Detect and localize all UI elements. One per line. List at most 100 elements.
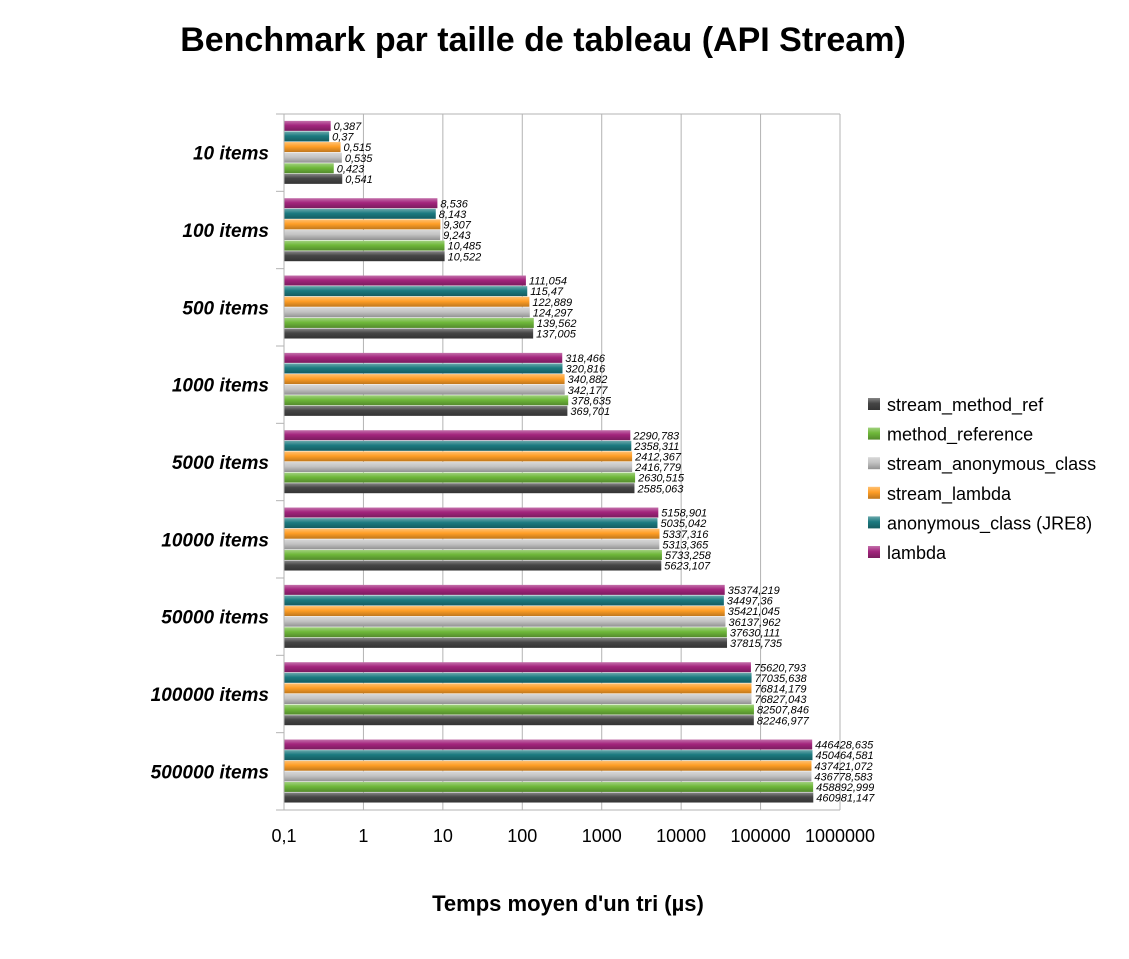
bar-stream-method-ref-500000-items bbox=[284, 792, 814, 803]
data-label-method-reference-100-items: 10,485 bbox=[447, 241, 482, 253]
data-label-method-reference-10000-items: 5733,258 bbox=[665, 550, 712, 562]
bar-stream-lambda-5000-items bbox=[284, 451, 633, 462]
bar-anonymous-class-jre8-5000-items bbox=[284, 440, 632, 451]
data-label-stream-anonymous-class-50000-items: 36137,962 bbox=[728, 617, 780, 629]
legend: stream_method_ref method_reference stream_… bbox=[868, 395, 1096, 563]
bar-lambda-500-items bbox=[284, 275, 526, 286]
bar-lambda-10000-items bbox=[284, 507, 659, 518]
legend-swatch-stream-lambda bbox=[868, 486, 880, 499]
data-label-stream-method-ref-5000-items: 2585,063 bbox=[636, 483, 684, 495]
bar-stream-method-ref-50000-items bbox=[284, 637, 728, 648]
data-label-lambda-100-items: 8,536 bbox=[440, 198, 468, 210]
data-label-stream-method-ref-10000-items: 5623,107 bbox=[664, 561, 711, 573]
bar-method-reference-500-items bbox=[284, 317, 534, 328]
x-tick-label: 10000 bbox=[656, 826, 706, 846]
data-label-method-reference-50000-items: 37630,111 bbox=[730, 627, 780, 639]
data-label-lambda-10-items: 0,387 bbox=[334, 121, 362, 133]
data-label-stream-anonymous-class-500-items: 124,297 bbox=[533, 307, 574, 319]
x-tick-label: 1000000 bbox=[805, 826, 875, 846]
bar-stream-method-ref-100-items bbox=[284, 251, 445, 262]
data-label-anonymous-class-jre8-100000-items: 77035,638 bbox=[755, 673, 808, 685]
data-label-method-reference-500-items: 139,562 bbox=[537, 318, 577, 330]
bar-method-reference-100000-items bbox=[284, 704, 754, 715]
data-label-stream-method-ref-500-items: 137,005 bbox=[536, 329, 577, 341]
bar-stream-lambda-50000-items bbox=[284, 606, 725, 617]
bar-stream-anonymous-class-500-items bbox=[284, 307, 530, 318]
bar-stream-lambda-10-items bbox=[284, 142, 341, 153]
x-tick-label: 10 bbox=[433, 826, 453, 846]
data-label-stream-method-ref-10-items: 0,541 bbox=[345, 174, 373, 186]
bar-stream-lambda-10000-items bbox=[284, 528, 660, 539]
data-label-anonymous-class-jre8-1000-items: 320,816 bbox=[566, 364, 607, 376]
legend-label-stream-method-ref: stream_method_ref bbox=[887, 395, 1044, 416]
bar-anonymous-class-jre8-500000-items bbox=[284, 750, 813, 761]
data-label-anonymous-class-jre8-10-items: 0,37 bbox=[332, 132, 354, 144]
category-label-5000-items: 5000 items bbox=[172, 453, 269, 474]
x-tick-label: 0,1 bbox=[271, 826, 296, 846]
bar-stream-lambda-100000-items bbox=[284, 683, 752, 694]
data-labels-group: 0,3870,370,5150,5350,4230,5418,5368,1439… bbox=[332, 121, 875, 805]
data-label-stream-lambda-10000-items: 5337,316 bbox=[662, 529, 709, 541]
bar-stream-anonymous-class-5000-items bbox=[284, 462, 633, 472]
bar-stream-method-ref-10000-items bbox=[284, 560, 662, 571]
data-label-method-reference-100000-items: 82507,846 bbox=[757, 705, 810, 717]
data-label-method-reference-1000-items: 378,635 bbox=[571, 395, 612, 407]
data-label-lambda-500000-items: 446428,635 bbox=[815, 740, 874, 752]
bar-lambda-100-items bbox=[284, 198, 438, 209]
bar-method-reference-5000-items bbox=[284, 472, 636, 483]
data-label-stream-anonymous-class-5000-items: 2416,779 bbox=[634, 462, 681, 474]
data-label-stream-anonymous-class-1000-items: 342,177 bbox=[568, 385, 609, 397]
data-label-stream-lambda-500000-items: 437421,072 bbox=[814, 761, 872, 773]
legend-label-stream-anonymous-class: stream_anonymous_class bbox=[887, 454, 1096, 475]
legend-swatch-lambda bbox=[868, 546, 880, 558]
data-label-stream-anonymous-class-10-items: 0,535 bbox=[345, 153, 373, 165]
bar-lambda-100000-items bbox=[284, 662, 751, 673]
bar-anonymous-class-jre8-100-items bbox=[284, 208, 436, 219]
bar-anonymous-class-jre8-500-items bbox=[284, 286, 528, 297]
data-label-stream-lambda-10-items: 0,515 bbox=[344, 142, 372, 154]
x-tick-labels: 0,1 1 10 100 1000 10000 100000 1000000 bbox=[271, 826, 875, 846]
legend-swatch-stream-method-ref bbox=[868, 398, 880, 410]
bar-method-reference-500000-items bbox=[284, 781, 814, 792]
bar-stream-method-ref-5000-items bbox=[284, 483, 635, 494]
bar-method-reference-1000-items bbox=[284, 395, 569, 406]
data-label-stream-anonymous-class-100000-items: 76827,043 bbox=[754, 694, 807, 706]
data-label-stream-method-ref-500000-items: 460981,147 bbox=[816, 793, 875, 805]
bar-anonymous-class-jre8-1000-items bbox=[284, 363, 563, 374]
data-label-lambda-100000-items: 75620,793 bbox=[754, 662, 807, 674]
data-label-method-reference-500000-items: 458892,999 bbox=[816, 782, 874, 794]
data-label-stream-lambda-100-items: 9,307 bbox=[443, 220, 471, 232]
data-label-stream-lambda-50000-items: 35421,045 bbox=[728, 606, 781, 618]
x-tick-label: 1 bbox=[358, 826, 368, 846]
bar-anonymous-class-jre8-10000-items bbox=[284, 518, 658, 529]
x-tick-label: 100000 bbox=[731, 826, 791, 846]
x-tick-label: 100 bbox=[507, 826, 537, 846]
data-label-method-reference-5000-items: 2630,515 bbox=[637, 473, 685, 485]
data-label-anonymous-class-jre8-500000-items: 450464,581 bbox=[815, 750, 873, 762]
bar-stream-method-ref-500-items bbox=[284, 328, 534, 339]
data-label-stream-method-ref-1000-items: 369,701 bbox=[570, 406, 610, 418]
legend-label-anonymous-class-jre8: anonymous_class (JRE8) bbox=[887, 513, 1092, 534]
chart-title: Benchmark par taille de tableau (API Str… bbox=[180, 21, 906, 59]
data-label-stream-anonymous-class-100-items: 9,243 bbox=[443, 230, 471, 242]
x-axis-label: Temps moyen d'un tri (µs) bbox=[432, 891, 704, 916]
bar-stream-lambda-100-items bbox=[284, 219, 441, 230]
category-label-50000-items: 50000 items bbox=[161, 608, 269, 629]
data-label-lambda-10000-items: 5158,901 bbox=[661, 508, 707, 520]
data-label-stream-anonymous-class-10000-items: 5313,365 bbox=[662, 539, 709, 551]
bar-method-reference-50000-items bbox=[284, 627, 727, 638]
bar-method-reference-10000-items bbox=[284, 549, 662, 560]
bar-stream-method-ref-100000-items bbox=[284, 715, 754, 726]
bar-lambda-1000-items bbox=[284, 352, 563, 363]
axes-group bbox=[276, 113, 840, 811]
bar-stream-method-ref-1000-items bbox=[284, 405, 568, 416]
bar-stream-anonymous-class-50000-items bbox=[284, 616, 726, 627]
category-label-1000-items: 1000 items bbox=[172, 376, 269, 397]
bar-anonymous-class-jre8-10-items bbox=[284, 131, 330, 142]
bar-stream-anonymous-class-100000-items bbox=[284, 694, 752, 704]
bar-method-reference-100-items bbox=[284, 240, 445, 251]
category-labels: 10 items 100 items 500 items 1000 items 5000… bbox=[151, 144, 269, 784]
category-label-100-items: 100 items bbox=[182, 221, 269, 242]
data-label-stream-method-ref-50000-items: 37815,735 bbox=[730, 638, 783, 650]
